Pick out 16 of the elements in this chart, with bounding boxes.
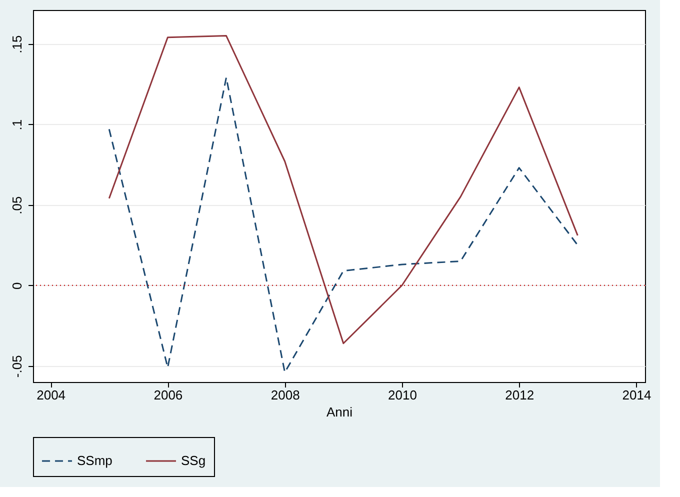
x-tick-label: 2006 <box>154 388 183 402</box>
x-tick-label: 2012 <box>505 388 534 402</box>
y-tick-label: .05 <box>10 196 24 214</box>
y-tick-label: .1 <box>10 119 24 130</box>
y-tick-label: -.05 <box>10 355 24 378</box>
legend-label: SSmp <box>77 453 112 468</box>
x-tick-label: 2004 <box>36 388 66 402</box>
line-series <box>108 76 578 374</box>
x-tick-label: 2014 <box>622 388 652 402</box>
x-tick-label: 2010 <box>388 388 417 402</box>
x-axis-title: Anni <box>326 404 353 420</box>
y-tick-label: 0 <box>10 282 24 290</box>
y-tick-label: .15 <box>10 35 24 54</box>
line-series <box>108 35 578 344</box>
x-tick-label: 2008 <box>270 388 300 402</box>
legend-label: SSg <box>181 453 206 468</box>
